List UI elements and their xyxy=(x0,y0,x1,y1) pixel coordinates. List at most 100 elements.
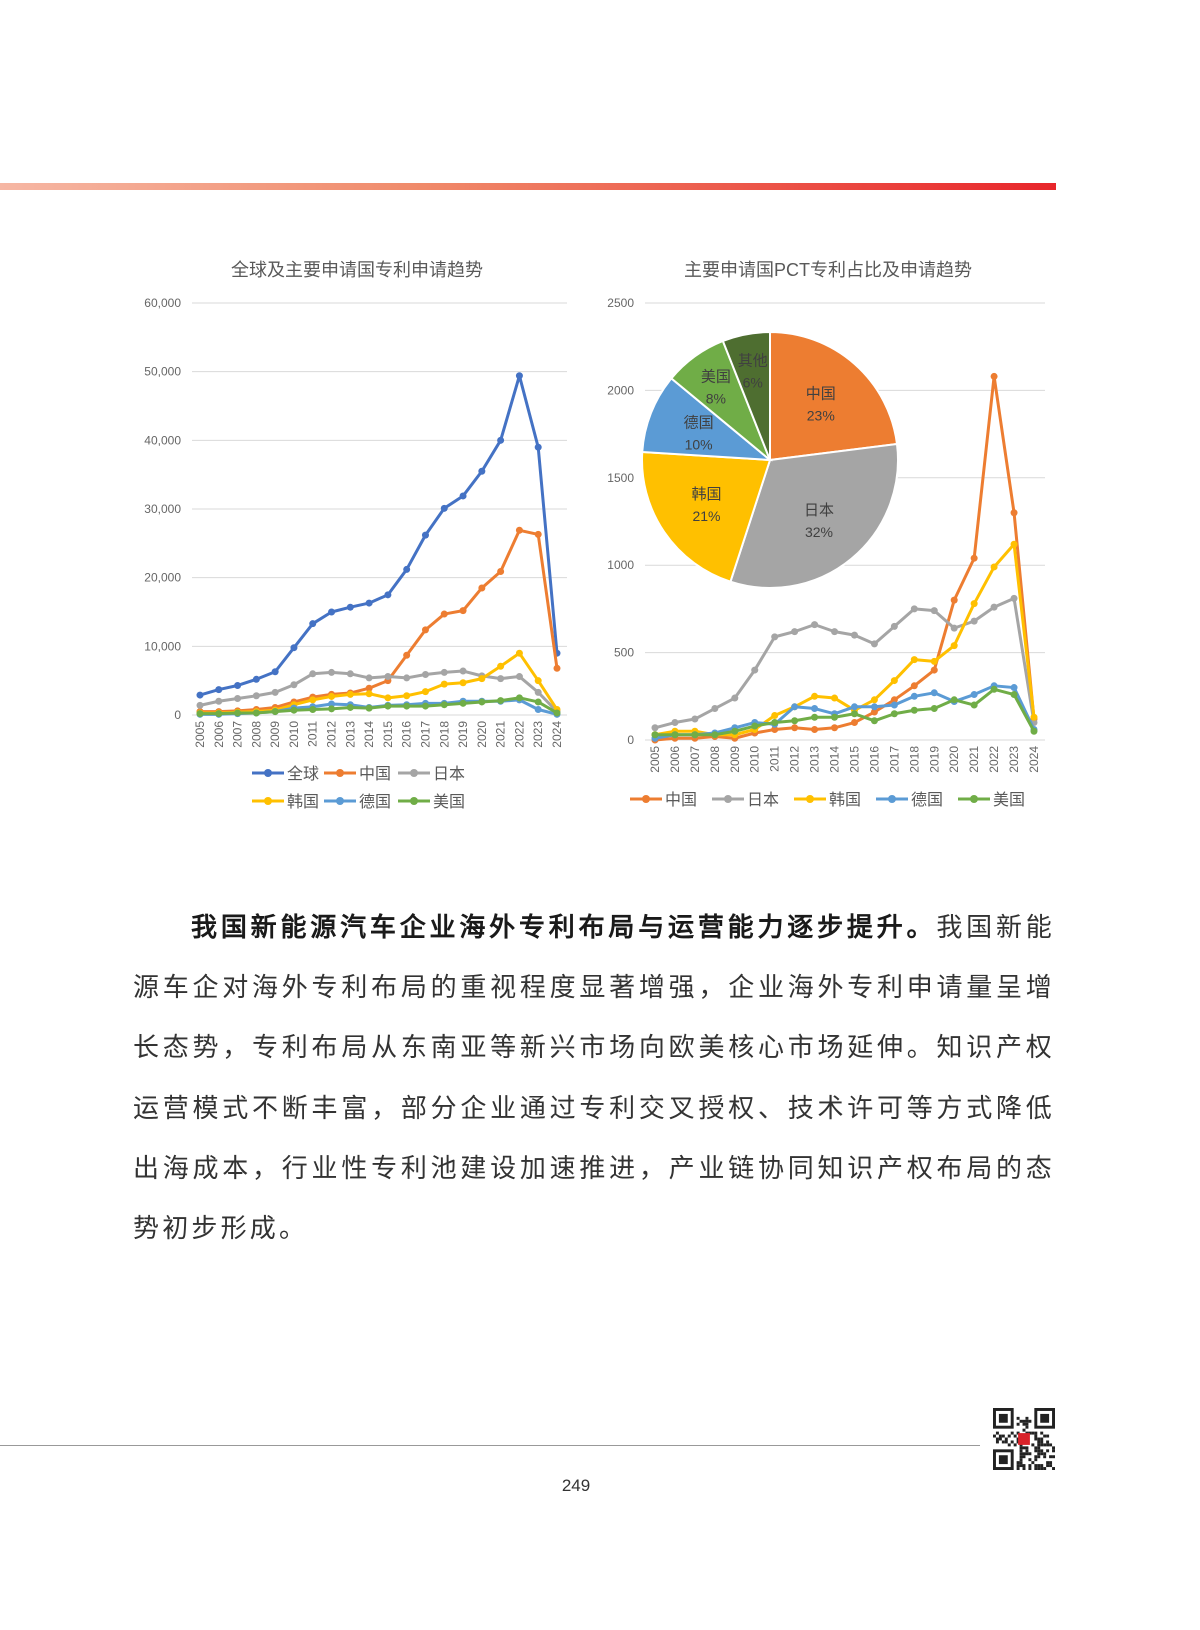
qr-module xyxy=(1001,1434,1005,1438)
data-point xyxy=(771,712,779,720)
qr-module xyxy=(1043,1467,1047,1470)
data-point xyxy=(515,649,523,657)
data-point xyxy=(691,715,699,723)
legend-label: 美国 xyxy=(993,791,1025,809)
series-line-日本 xyxy=(654,596,1036,730)
pie-label: 日本 xyxy=(804,502,834,519)
data-point xyxy=(196,701,204,709)
data-point xyxy=(1030,713,1038,721)
qr-module xyxy=(995,1437,999,1441)
qr-module xyxy=(1004,1437,1008,1441)
data-point xyxy=(440,680,448,688)
y-tick-label: 0 xyxy=(174,708,181,722)
pie-label: 其他 xyxy=(738,352,768,369)
data-point xyxy=(731,727,739,735)
qr-module xyxy=(1016,1422,1020,1426)
data-point xyxy=(870,708,878,716)
data-point xyxy=(440,668,448,676)
x-tick-label: 2024 xyxy=(550,721,564,748)
y-tick-label: 1500 xyxy=(607,471,634,485)
qr-module xyxy=(1046,1449,1050,1453)
data-point xyxy=(970,554,978,562)
data-point xyxy=(890,701,898,709)
data-point xyxy=(1010,684,1018,692)
data-point xyxy=(309,696,317,704)
qr-finder xyxy=(1040,1413,1050,1423)
qr-module xyxy=(1025,1431,1029,1435)
x-tick-label: 2017 xyxy=(418,721,432,748)
data-point xyxy=(791,703,799,711)
qr-module xyxy=(1025,1446,1029,1450)
data-point xyxy=(671,719,679,727)
pie-percent: 32% xyxy=(805,524,833,540)
legend-label: 美国 xyxy=(433,793,465,811)
qr-module xyxy=(1025,1449,1029,1453)
data-point xyxy=(751,722,759,730)
qr-module xyxy=(1022,1422,1026,1426)
data-point xyxy=(910,605,918,613)
legend-marker xyxy=(410,797,418,805)
pie-percent: 23% xyxy=(807,407,835,423)
qr-module xyxy=(1046,1464,1050,1468)
x-tick-label: 2006 xyxy=(668,746,682,773)
data-point xyxy=(196,710,204,718)
qr-module xyxy=(998,1437,1002,1441)
data-point xyxy=(751,666,759,674)
x-tick-label: 2019 xyxy=(456,721,470,748)
data-point xyxy=(215,697,223,705)
legend-marker xyxy=(336,797,344,805)
x-tick-label: 2019 xyxy=(927,746,941,773)
data-point xyxy=(811,621,819,629)
data-point xyxy=(831,724,839,732)
qr-module xyxy=(1028,1464,1032,1468)
x-tick-label: 2018 xyxy=(907,746,921,773)
qr-module xyxy=(1016,1464,1020,1468)
qr-module xyxy=(1022,1446,1026,1450)
data-point xyxy=(478,584,486,592)
qr-module xyxy=(1037,1467,1041,1470)
qr-module xyxy=(1019,1461,1023,1465)
data-point xyxy=(1010,594,1018,602)
qr-module xyxy=(1019,1443,1023,1447)
data-point xyxy=(890,710,898,718)
data-point xyxy=(930,705,938,713)
qr-module xyxy=(993,1434,996,1438)
qr-module xyxy=(1028,1452,1032,1456)
data-point xyxy=(534,677,542,685)
data-point xyxy=(346,670,354,678)
qr-module xyxy=(1016,1467,1020,1470)
x-tick-label: 2016 xyxy=(867,746,881,773)
data-point xyxy=(215,686,223,694)
legend-marker xyxy=(806,795,814,803)
y-tick-label: 0 xyxy=(627,733,634,747)
legend-marker xyxy=(970,795,978,803)
data-point xyxy=(384,702,392,710)
data-point xyxy=(515,526,523,534)
pie-label: 德国 xyxy=(684,414,714,432)
x-tick-label: 2021 xyxy=(967,746,981,773)
data-point xyxy=(811,713,819,721)
qr-module xyxy=(1019,1464,1023,1468)
data-point xyxy=(791,628,799,636)
qr-module xyxy=(995,1440,999,1444)
x-tick-label: 2007 xyxy=(688,746,702,773)
data-point xyxy=(831,713,839,721)
data-point xyxy=(234,709,242,717)
x-tick-label: 2018 xyxy=(437,721,451,748)
data-point xyxy=(771,633,779,641)
data-point xyxy=(421,670,429,678)
x-tick-label: 2013 xyxy=(343,721,357,748)
footer-rule xyxy=(0,1445,980,1446)
x-tick-label: 2023 xyxy=(1007,746,1021,773)
legend-marker xyxy=(724,795,732,803)
data-point xyxy=(459,699,467,707)
y-tick-label: 40,000 xyxy=(144,433,181,447)
data-point xyxy=(950,596,958,604)
y-tick-label: 60,000 xyxy=(144,296,181,310)
x-tick-label: 2009 xyxy=(728,746,742,773)
qr-module xyxy=(1031,1443,1035,1447)
data-point xyxy=(711,705,719,713)
pie-slice-其他 xyxy=(721,330,771,461)
qr-module xyxy=(1037,1440,1041,1444)
data-point xyxy=(515,372,523,380)
